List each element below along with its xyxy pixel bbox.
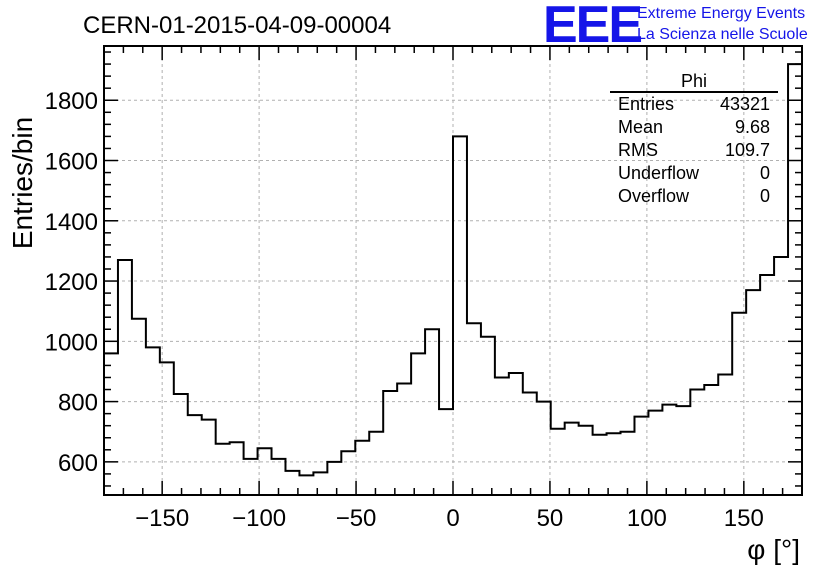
y-tick-label: 1600 [45,149,98,176]
x-tick-label: 150 [724,505,764,532]
y-axis-title: Entries/bin [7,117,38,249]
y-tick-label: 1200 [45,269,98,296]
histogram-line [104,63,802,477]
stats-box-title: Phi [681,71,707,91]
chart-title: CERN-01-2015-04-09-00004 [83,12,391,39]
stats-row-label: Mean [618,117,663,137]
y-tick-label: 600 [58,450,98,477]
plot-frame [103,45,803,496]
x-axis-title: φ [°] [747,534,800,565]
x-tick-label: −100 [232,505,286,532]
x-tick-label: −150 [135,505,189,532]
stats-box: Phi Entries 43321 Mean 9.68 RMS 109.7 Underflo… [610,71,778,206]
x-tick-label: 100 [627,505,667,532]
stats-row-value: 109.7 [725,140,770,160]
axis-ticks [103,46,803,495]
x-tick-label: 50 [537,505,564,532]
x-tick-label: −50 [336,505,377,532]
y-tick-label: 1800 [45,88,98,115]
eee-logo-line1: Extreme Energy Events [637,5,805,22]
stats-row-value: 0 [760,186,770,206]
eee-logo-line2: La Scienza nelle Scuole [637,26,808,43]
stats-row-value: 0 [760,163,770,183]
stats-row-value: 43321 [720,94,770,114]
stats-row-label: Overflow [618,186,690,206]
eee-logo: EEE Extreme Energy Events La Scienza nel… [543,0,808,54]
stats-row-label: Entries [618,94,674,114]
stats-row-label: Underflow [618,163,700,183]
tick-labels: −150 −100 −50 0 50 100 150 600 800 1000 1200 1400 16… [45,88,764,532]
y-tick-label: 1400 [45,209,98,236]
x-tick-label: 0 [446,505,459,532]
y-tick-label: 1000 [45,329,98,356]
y-tick-label: 800 [58,390,98,417]
stats-row-label: RMS [618,140,658,160]
stats-row-value: 9.68 [735,117,770,137]
